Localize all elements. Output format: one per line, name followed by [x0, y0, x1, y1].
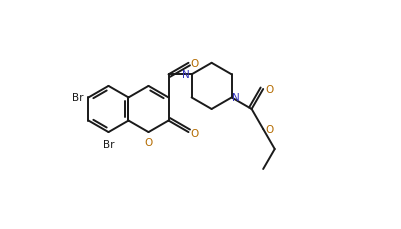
- Text: N: N: [233, 93, 240, 103]
- Text: Br: Br: [72, 93, 83, 103]
- Text: O: O: [265, 85, 274, 95]
- Text: Br: Br: [103, 139, 114, 149]
- Text: O: O: [144, 138, 153, 148]
- Text: O: O: [191, 128, 199, 138]
- Text: N: N: [182, 69, 189, 79]
- Text: O: O: [191, 59, 199, 68]
- Text: O: O: [265, 124, 274, 134]
